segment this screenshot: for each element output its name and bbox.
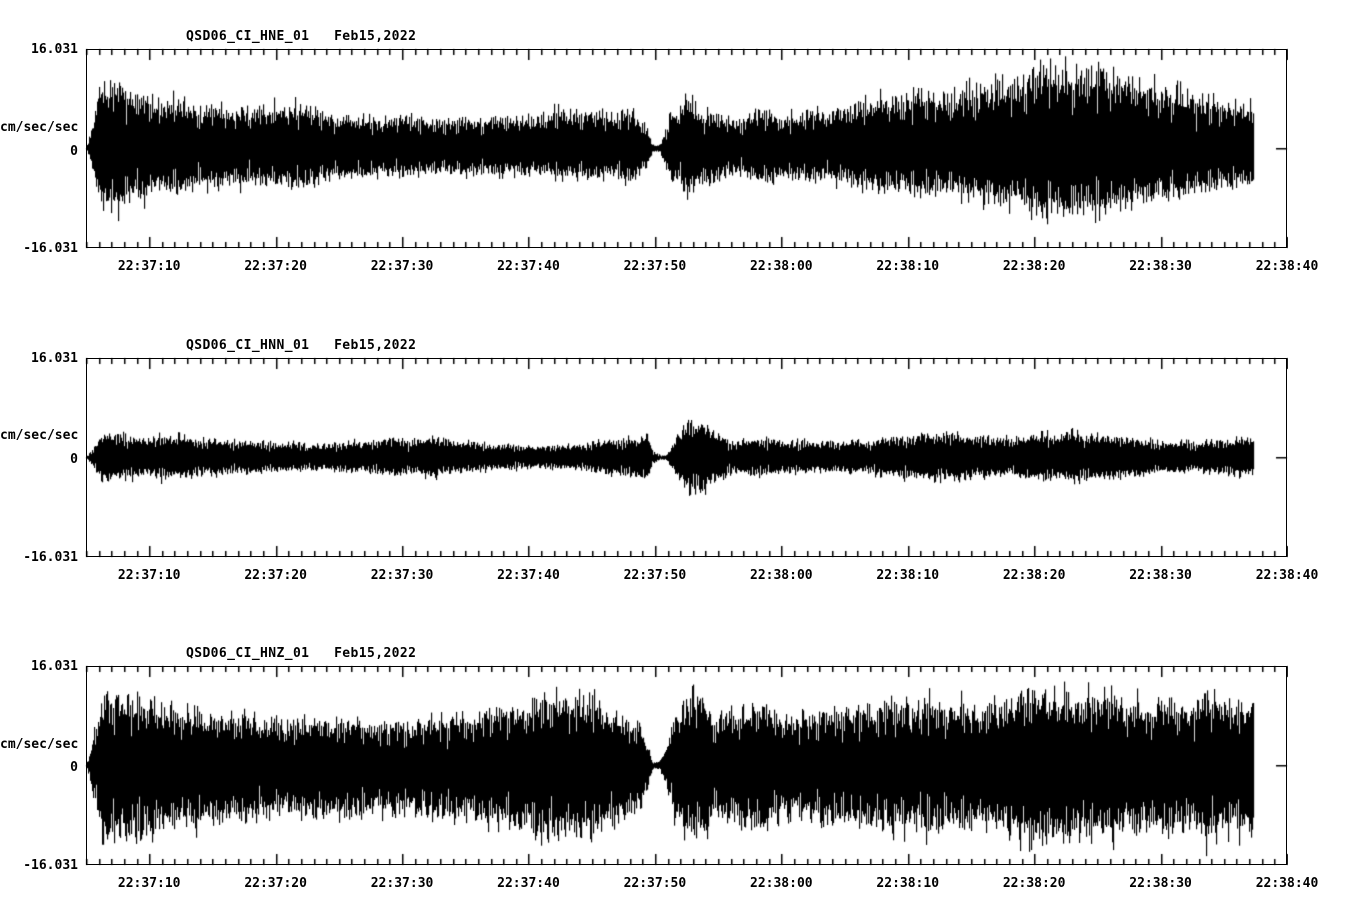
y-axis-max-label: 16.031 bbox=[31, 351, 78, 366]
x-axis-tick-label: 22:38:10 bbox=[876, 568, 940, 583]
x-axis-tick-label: 22:37:10 bbox=[117, 259, 181, 274]
y-axis-min-label: -16.031 bbox=[23, 858, 78, 873]
x-axis-tick-label: 22:38:10 bbox=[876, 259, 940, 274]
x-axis-tick-label: 22:37:10 bbox=[117, 876, 181, 891]
x-axis-tick-label: 22:38:40 bbox=[1255, 876, 1319, 891]
x-axis-tick-label: 22:38:40 bbox=[1255, 259, 1319, 274]
seismogram-trace bbox=[87, 50, 1286, 247]
x-axis-tick-label: 22:37:40 bbox=[497, 568, 560, 583]
x-axis-tick-label: 22:38:20 bbox=[1002, 568, 1066, 583]
x-axis-tick-label: 22:37:50 bbox=[623, 876, 687, 891]
y-axis-units-label: cm/sec/sec bbox=[0, 120, 79, 135]
y-axis-min-label: -16.031 bbox=[23, 550, 78, 565]
y-axis-zero-label: 0 bbox=[70, 452, 78, 467]
x-axis-tick-label: 22:38:20 bbox=[1002, 259, 1066, 274]
x-axis-tick-label: 22:37:30 bbox=[370, 876, 434, 891]
x-axis-tick-label: 22:37:20 bbox=[244, 876, 307, 891]
x-axis-tick-label: 22:38:40 bbox=[1255, 568, 1319, 583]
x-axis-tick-label: 22:37:20 bbox=[244, 568, 307, 583]
y-axis-min-label: -16.031 bbox=[23, 241, 78, 256]
x-axis-tick-label: 22:37:40 bbox=[497, 876, 560, 891]
x-axis-tick-label: 22:37:30 bbox=[370, 259, 434, 274]
x-axis-tick-label: 22:38:00 bbox=[750, 568, 813, 583]
y-axis-units-label: cm/sec/sec bbox=[0, 428, 79, 443]
x-axis-tick-label: 22:37:40 bbox=[497, 259, 560, 274]
panel-title: QSD06_CI_HNE_01 Feb15,2022 bbox=[186, 29, 417, 44]
x-axis-tick-label: 22:38:00 bbox=[750, 876, 813, 891]
y-axis-units-label: cm/sec/sec bbox=[0, 737, 79, 752]
seismogram-trace bbox=[87, 359, 1286, 556]
x-axis-tick-label: 22:37:10 bbox=[117, 568, 181, 583]
y-axis-max-label: 16.031 bbox=[31, 42, 78, 57]
panel-title: QSD06_CI_HNZ_01 Feb15,2022 bbox=[186, 646, 417, 661]
x-axis-tick-label: 22:38:30 bbox=[1129, 568, 1192, 583]
x-axis-tick-label: 22:38:00 bbox=[750, 259, 813, 274]
x-axis-tick-label: 22:37:20 bbox=[244, 259, 307, 274]
x-axis-tick-label: 22:37:50 bbox=[623, 568, 687, 583]
y-axis-zero-label: 0 bbox=[70, 760, 78, 775]
y-axis-max-label: 16.031 bbox=[31, 659, 78, 674]
x-axis-tick-label: 22:38:30 bbox=[1129, 876, 1192, 891]
x-axis-tick-label: 22:38:20 bbox=[1002, 876, 1066, 891]
x-axis-tick-label: 22:37:30 bbox=[370, 568, 434, 583]
x-axis-tick-label: 22:38:30 bbox=[1129, 259, 1192, 274]
seismogram-trace bbox=[87, 667, 1286, 864]
y-axis-zero-label: 0 bbox=[70, 144, 78, 159]
x-axis-tick-label: 22:38:10 bbox=[876, 876, 940, 891]
x-axis-tick-label: 22:37:50 bbox=[623, 259, 687, 274]
panel-title: QSD06_CI_HNN_01 Feb15,2022 bbox=[186, 338, 417, 353]
